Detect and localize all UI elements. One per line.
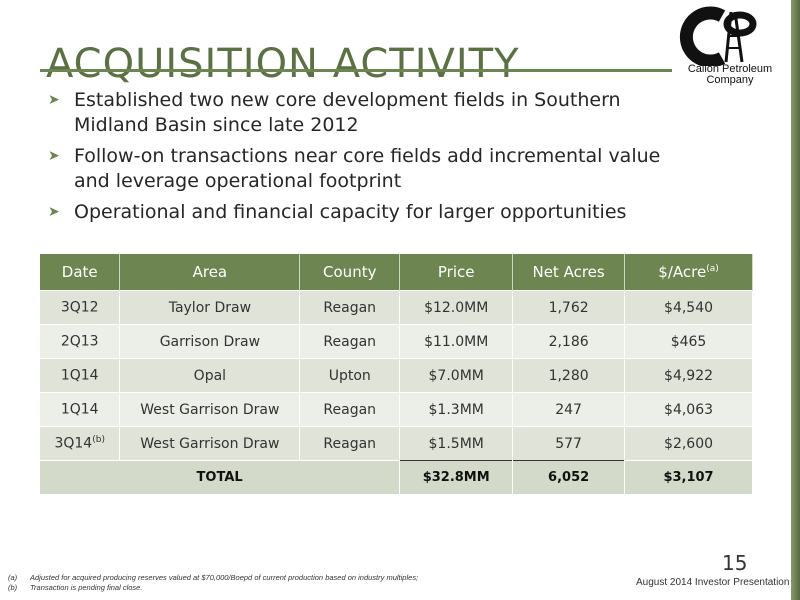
cell-date: 3Q14(b)	[40, 426, 121, 461]
header-footnote-marker: (a)	[706, 264, 719, 274]
header-net-acres: Net Acres	[512, 254, 626, 291]
bullet-text: Established two new core development fie…	[74, 89, 621, 136]
cell-per-acre: $4,063	[624, 392, 753, 427]
logo-line-1: Callon Petroleum	[687, 63, 773, 75]
cell-price: $1.3MM	[399, 392, 514, 427]
bullet-item: ➤ Follow-on transactions near core fields…	[48, 144, 688, 194]
cell-county: Reagan	[299, 324, 401, 359]
table-header-row: Date Area County Price Net Acres $/Acre(…	[40, 254, 753, 291]
bullet-item: ➤ Established two new core development fi…	[48, 88, 688, 138]
header-per-acre: $/Acre(a)	[624, 254, 753, 291]
date-footnote-marker: (b)	[92, 435, 105, 446]
footnote-b: (b) Transaction is pending final close.	[8, 583, 143, 592]
arrow-bullet-icon: ➤	[48, 92, 60, 108]
cell-price: $12.0MM	[399, 290, 514, 325]
page-title: ACQUISITION ACTIVITY	[46, 40, 520, 87]
table-row: 1Q14 Opal Upton $7.0MM 1,280 $4,922	[40, 358, 753, 393]
footer-presentation-label: August 2014 Investor Presentation	[636, 577, 790, 588]
table-row: 3Q12 Taylor Draw Reagan $12.0MM 1,762 $4…	[40, 290, 753, 325]
table-total-row: TOTAL $32.8MM 6,052 $3,107	[40, 460, 753, 494]
cell-net-acres: 2,186	[512, 324, 626, 359]
cell-area: Garrison Draw	[119, 324, 301, 359]
bullet-text: Operational and financial capacity for l…	[74, 201, 627, 223]
company-logo: Callon Petroleum Company	[676, 6, 784, 92]
bullet-list: ➤ Established two new core development fi…	[48, 88, 688, 231]
cell-area: West Garrison Draw	[119, 426, 301, 461]
cell-price: $1.5MM	[399, 426, 514, 461]
cell-per-acre: $2,600	[624, 426, 753, 461]
logo-wordmark: Callon Petroleum Company	[676, 64, 784, 86]
cell-county: Reagan	[299, 290, 401, 325]
cell-net-acres: 1,280	[512, 358, 626, 393]
header-county: County	[299, 254, 401, 291]
cell-date: 3Q12	[40, 290, 121, 325]
bullet-text: Follow-on transactions near core fields …	[74, 145, 661, 192]
cell-date: 2Q13	[40, 324, 121, 359]
cell-net-acres: 247	[512, 392, 626, 427]
table-row: 3Q14(b) West Garrison Draw Reagan $1.5MM…	[40, 426, 753, 461]
side-accent-stripe	[791, 0, 800, 600]
table-row: 1Q14 West Garrison Draw Reagan $1.3MM 24…	[40, 392, 753, 427]
logo-line-2: Company	[706, 74, 754, 86]
cell-per-acre: $4,922	[624, 358, 753, 393]
cell-county: Upton	[299, 358, 401, 393]
cell-per-acre: $4,540	[624, 290, 753, 325]
arrow-bullet-icon: ➤	[48, 148, 60, 164]
cell-date: 1Q14	[40, 392, 121, 427]
cell-price: $11.0MM	[399, 324, 514, 359]
cell-per-acre: $465	[624, 324, 753, 359]
footnotes: (a) Adjusted for acquired producing reser…	[8, 573, 418, 593]
page-number: 15	[722, 551, 748, 575]
total-price: $32.8MM	[399, 460, 514, 494]
cell-net-acres: 577	[512, 426, 626, 461]
cell-area: Taylor Draw	[119, 290, 301, 325]
footnote-a: (a) Adjusted for acquired producing reser…	[8, 573, 419, 582]
cell-net-acres: 1,762	[512, 290, 626, 325]
header-price: Price	[399, 254, 514, 291]
bullet-item: ➤ Operational and financial capacity for …	[48, 200, 688, 225]
acquisition-table: Date Area County Price Net Acres $/Acre(…	[40, 254, 753, 494]
title-underline	[40, 69, 672, 72]
callon-logo-icon	[679, 6, 757, 68]
cell-area: Opal	[119, 358, 301, 393]
total-label: TOTAL	[40, 460, 401, 494]
cell-price: $7.0MM	[399, 358, 514, 393]
cell-county: Reagan	[299, 392, 401, 427]
cell-date: 1Q14	[40, 358, 121, 393]
total-net-acres: 6,052	[512, 460, 626, 494]
table-row: 2Q13 Garrison Draw Reagan $11.0MM 2,186 …	[40, 324, 753, 359]
arrow-bullet-icon: ➤	[48, 204, 60, 220]
total-per-acre: $3,107	[624, 460, 753, 494]
header-area: Area	[119, 254, 301, 291]
cell-county: Reagan	[299, 426, 401, 461]
cell-area: West Garrison Draw	[119, 392, 301, 427]
header-date: Date	[40, 254, 121, 291]
